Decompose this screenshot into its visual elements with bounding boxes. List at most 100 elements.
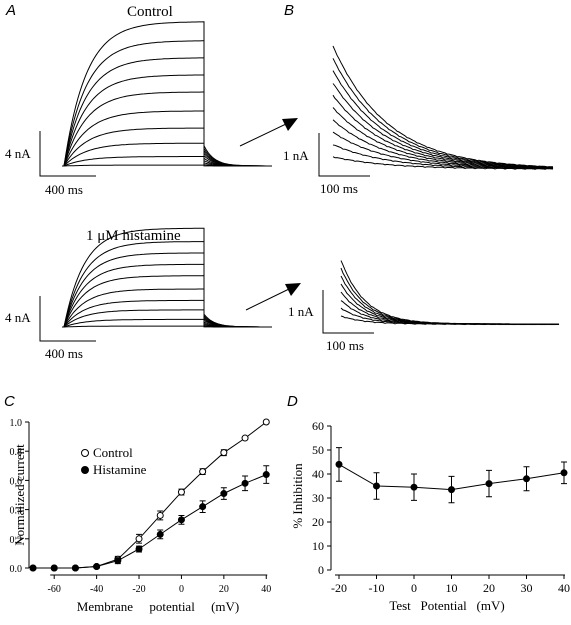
- panel-a-control-traces: [62, 21, 272, 167]
- control-point: [241, 434, 249, 442]
- x-tick-label: 40: [558, 581, 570, 595]
- histamine-current-trace: [62, 309, 272, 328]
- y-tick-label: 60: [312, 419, 324, 433]
- panel-b-top-scale-bar: 1 nA 100 ms: [283, 133, 370, 196]
- arrow-to-panel-b-bottom: [245, 283, 301, 311]
- x-tick-label: 10: [446, 581, 458, 595]
- panel-a-top-current-scale: 4 nA: [5, 146, 31, 161]
- y-tick-label: 0.2: [10, 535, 23, 546]
- legend-histamine-label: Histamine: [93, 462, 147, 477]
- control-point: [262, 418, 270, 426]
- histamine-tail-trace: [340, 283, 560, 326]
- panel-b-top-current-scale: 1 nA: [283, 148, 309, 163]
- histamine-tail-trace: [340, 291, 560, 326]
- panel-a-top-scale-bar: 4 nA 400 ms: [5, 131, 96, 197]
- control-tail-trace: [332, 94, 553, 169]
- panel-c-axes: 0.0 0.2 0.4 0.6 0.8 1.0 -60 -40 -20 0 20 40: [10, 418, 272, 595]
- histamine-line: [33, 474, 267, 569]
- histamine-current-trace: [62, 227, 272, 328]
- x-tick-label: 0: [411, 581, 417, 595]
- panel-c: C 0.0 0.2 0.4 0.6 0.8 1.0 -60 -40 -20 0 20 40 Contr…: [4, 393, 271, 614]
- histamine-point: [220, 490, 228, 498]
- x-tick-label: 20: [219, 584, 229, 595]
- panel-a-histamine-title: 1 μM histamine: [86, 228, 181, 244]
- panel-b-top-time-scale: 100 ms: [320, 181, 358, 196]
- control-line: [33, 421, 267, 569]
- histamine-point: [156, 530, 164, 538]
- control-tail-trace: [332, 156, 553, 170]
- inhibition-point: [523, 475, 530, 483]
- panel-b-bottom-current-scale: 1 nA: [288, 304, 314, 319]
- control-current-trace: [62, 110, 272, 167]
- y-tick-label: 0.6: [10, 476, 23, 487]
- histamine-point: [114, 557, 122, 565]
- control-tail-trace: [332, 45, 553, 168]
- panel-c-markers: [29, 418, 270, 572]
- x-tick-label: 30: [521, 581, 533, 595]
- panel-a-letter: A: [5, 2, 16, 19]
- histamine-point: [177, 516, 185, 524]
- x-tick-label: 0: [179, 584, 184, 595]
- histamine-point: [241, 479, 249, 487]
- control-tail-trace: [332, 107, 554, 169]
- arrow-to-panel-b-top: [239, 118, 298, 147]
- panel-c-series-lines: [33, 421, 267, 569]
- panel-c-letter: C: [4, 393, 15, 410]
- legend-histamine-marker: [81, 466, 89, 474]
- y-tick-label: 0: [318, 563, 324, 577]
- x-tick-label: -10: [369, 581, 385, 595]
- control-current-trace: [62, 142, 272, 167]
- inhibition-point: [485, 480, 493, 488]
- y-tick-label: 10: [312, 539, 324, 553]
- control-tail-trace: [332, 58, 554, 168]
- y-tick-label: 40: [312, 467, 324, 481]
- panel-b-control-tail-traces: [332, 45, 554, 170]
- panel-d-x-axis-label: Test Potential (mV): [389, 598, 504, 613]
- histamine-point: [29, 564, 37, 572]
- histamine-tail-trace: [340, 275, 559, 326]
- inhibition-point: [373, 482, 380, 490]
- legend-control-label: Control: [93, 445, 133, 460]
- histamine-current-trace: [62, 263, 272, 328]
- x-tick-label: 20: [483, 581, 495, 595]
- control-current-trace: [62, 156, 272, 167]
- panel-d-axes: 0 10 20 30 40 50 60 -20 -10 0 10 20 30 40: [312, 419, 570, 595]
- panel-a: A Control 4 nA 400 ms 1 μM histamine 4 n…: [5, 2, 301, 361]
- histamine-point: [199, 503, 207, 511]
- panel-d-letter: D: [287, 393, 298, 410]
- histamine-tail-trace: [340, 300, 559, 326]
- x-tick-label: -60: [48, 584, 61, 595]
- inhibition-point: [335, 460, 343, 468]
- histamine-point: [93, 563, 101, 571]
- panel-a-bottom-time-scale: 400 ms: [45, 346, 83, 361]
- panel-a-control-title: Control: [127, 4, 173, 20]
- panel-b-bottom-scale-bar: 1 nA 100 ms: [288, 290, 374, 353]
- control-point: [156, 511, 164, 519]
- control-point: [199, 468, 207, 476]
- x-tick-label: -20: [132, 584, 145, 595]
- panel-b-bottom-time-scale: 100 ms: [326, 338, 364, 353]
- panel-d-y-axis-label: % Inhibition: [290, 463, 305, 529]
- panel-a-histamine-traces: [62, 227, 272, 328]
- histamine-point: [71, 564, 79, 572]
- panel-c-legend: Control Histamine: [81, 445, 147, 477]
- histamine-point: [135, 545, 143, 553]
- control-tail-trace: [332, 70, 554, 169]
- x-tick-label: -40: [90, 584, 103, 595]
- y-tick-label: 20: [312, 515, 324, 529]
- panel-a-bottom-current-scale: 4 nA: [5, 310, 31, 325]
- y-tick-label: 0.0: [10, 564, 23, 575]
- histamine-tail-trace: [340, 260, 559, 326]
- panel-b: B 1 nA 100 ms 1 nA 100 ms: [283, 2, 560, 353]
- control-tail-trace: [332, 119, 553, 170]
- control-current-trace: [62, 91, 272, 167]
- inhibition-point: [448, 486, 455, 494]
- y-tick-label: 50: [312, 443, 324, 457]
- control-current-trace: [62, 21, 272, 167]
- control-point: [177, 488, 185, 496]
- inhibition-point: [560, 469, 568, 477]
- x-tick-label: -20: [331, 581, 347, 595]
- histamine-point: [50, 564, 58, 572]
- control-current-trace: [62, 74, 272, 167]
